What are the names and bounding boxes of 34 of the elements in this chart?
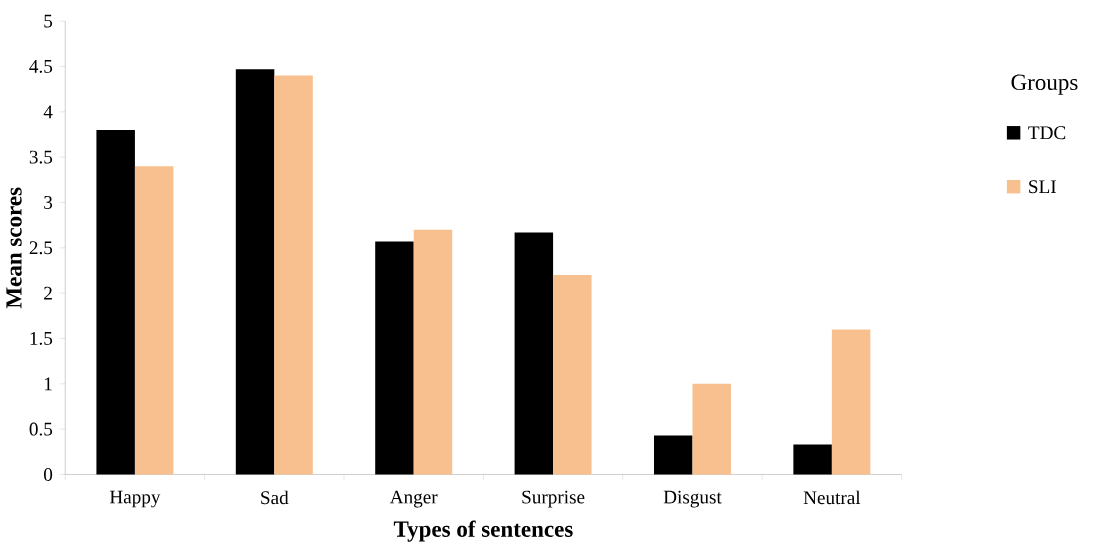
- y-tick-label: 5: [44, 14, 53, 28]
- legend-title: Groups: [1011, 74, 1078, 95]
- x-tick-label: Neutral: [803, 490, 861, 505]
- bar: [553, 274, 592, 475]
- bar: [514, 232, 554, 475]
- y-tick-label: 3.5: [29, 150, 53, 164]
- x-axis-title: Types of sentences: [393, 520, 573, 542]
- legend-label: TDC: [1028, 126, 1066, 140]
- bar: [375, 241, 414, 475]
- bar: [274, 75, 313, 475]
- bar: [96, 129, 135, 475]
- bar: [653, 435, 693, 475]
- y-tick-label: 0: [44, 467, 53, 481]
- y-tick-label: 0.5: [29, 422, 53, 436]
- x-tick-label: Anger: [389, 490, 438, 508]
- y-axis-title: Mean scores: [6, 187, 22, 309]
- y-tick-label: 4.5: [29, 59, 53, 73]
- y-tick-label: 2: [44, 286, 52, 300]
- x-tick-label: Disgust: [663, 490, 722, 508]
- bar: [235, 69, 275, 475]
- bar: [793, 444, 832, 475]
- x-tick-label: Happy: [109, 490, 161, 508]
- y-tick-label: 1: [44, 377, 52, 391]
- bar: [413, 229, 453, 475]
- y-tick-label: 3: [44, 195, 53, 209]
- bar: [692, 383, 731, 475]
- legend-label: SLI: [1029, 180, 1056, 194]
- bar: [831, 329, 871, 475]
- x-tick-label: Surprise: [522, 490, 585, 508]
- y-tick-label: 4: [43, 105, 53, 119]
- y-tick-label: 1.5: [30, 331, 53, 345]
- y-tick-label: 2.5: [29, 241, 53, 255]
- x-tick-label: Sad: [261, 490, 289, 505]
- bar: [134, 166, 174, 475]
